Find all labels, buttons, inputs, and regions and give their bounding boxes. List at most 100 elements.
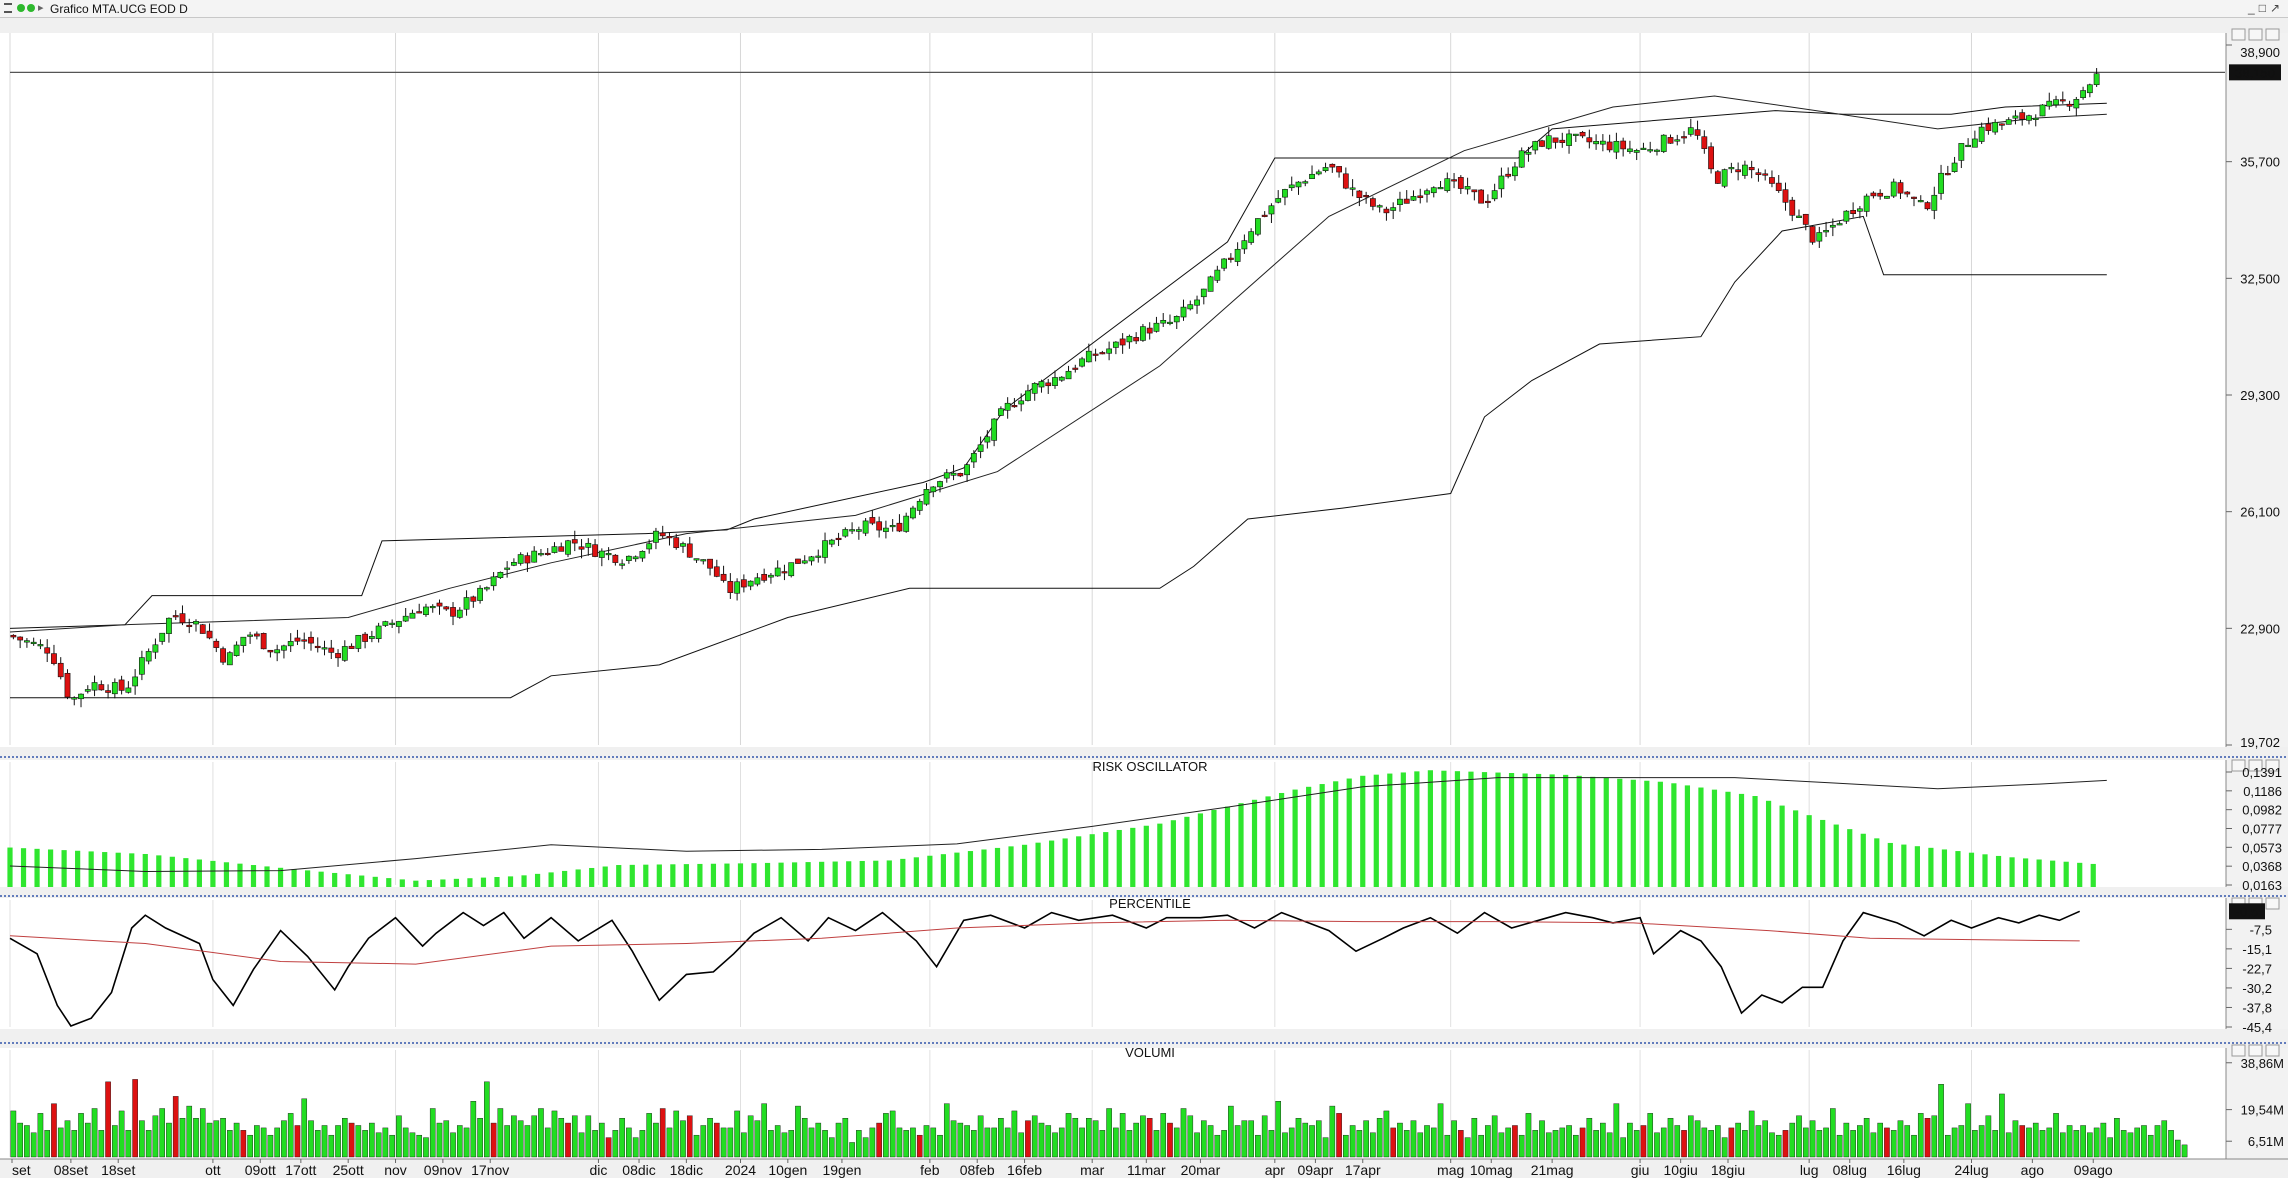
volume-pane-close-button[interactable] — [2265, 1044, 2280, 1057]
volume-bar — [619, 1117, 625, 1158]
risk-pane-close-button[interactable] — [2265, 759, 2280, 772]
risk-oscillator-bar — [1928, 847, 1934, 887]
volume-bar — [1532, 1130, 1539, 1158]
candle-up — [1288, 184, 1295, 189]
volume-bar — [1999, 1093, 2005, 1158]
volume-bar — [1424, 1125, 1430, 1158]
candle-up — [321, 647, 328, 650]
candle-down — [1227, 257, 1234, 260]
candle-up — [1167, 321, 1173, 324]
volume-bar — [1140, 1115, 1146, 1158]
risk-oscillator-bar — [1495, 772, 1501, 887]
volume-bar — [524, 1125, 531, 1158]
candle-up — [510, 562, 517, 566]
volume-bar — [369, 1122, 375, 1158]
window-controls[interactable]: _□↗ — [2248, 1, 2284, 15]
candle-up — [71, 697, 78, 700]
volume-bar — [1437, 1103, 1444, 1158]
volume-bar — [1201, 1120, 1207, 1158]
candle-up — [693, 558, 700, 561]
volume-bar — [37, 1113, 44, 1158]
volume-bar — [267, 1134, 274, 1158]
candle-up — [842, 529, 849, 537]
volume-pane-restore-button[interactable] — [2248, 1044, 2263, 1057]
candle-down — [57, 662, 64, 678]
candle-up — [355, 634, 362, 649]
candle-up — [768, 574, 774, 578]
volume-bar — [2005, 1132, 2012, 1158]
volume-bar — [862, 1137, 869, 1158]
volume-bar — [159, 1108, 165, 1158]
candle-down — [44, 647, 51, 654]
volume-bar — [91, 1108, 98, 1158]
risk-oscillator-bar — [589, 867, 595, 887]
risk-oscillator-bar — [1887, 842, 1893, 887]
risk-oscillator-bar — [2009, 857, 2015, 887]
volume-bar — [1221, 1130, 1227, 1158]
channel-upper-line — [9, 102, 2107, 629]
candle-up — [943, 472, 950, 479]
volume-pane-minimize-button[interactable] — [2231, 1044, 2246, 1057]
percentile-pane-close-button[interactable] — [2265, 897, 2280, 910]
risk-axis-label: 0,1391 — [2242, 765, 2282, 780]
chevron-right-icon[interactable]: ▸ — [38, 2, 44, 14]
risk-oscillator-bar — [521, 875, 527, 887]
risk-oscillator-bar — [7, 847, 13, 887]
candle-up — [2026, 115, 2032, 121]
volume-bar — [1924, 1117, 1931, 1158]
candle-down — [1505, 173, 1512, 177]
risk-oscillator-bar — [2090, 863, 2096, 887]
volume-bar — [409, 1132, 416, 1158]
candle-up — [1437, 187, 1444, 190]
risk-oscillator-bar — [629, 864, 635, 887]
candle-down — [436, 602, 443, 607]
chart-area: 38,900 35,700 32,500 29,300 26,100 22,900 19,7… — [0, 28, 2288, 1178]
volume-bar — [916, 1134, 923, 1158]
volume-bar — [1972, 1130, 1978, 1158]
percentile-axis-label: -15,1 — [2242, 942, 2272, 957]
x-axis-label: 16feb — [1007, 1162, 1042, 1178]
volume-bar — [402, 1127, 409, 1158]
volume-bar — [1498, 1132, 1505, 1158]
candle-up — [1214, 269, 1221, 281]
candle-down — [1484, 200, 1491, 204]
volume-bar — [1485, 1125, 1491, 1158]
volume-bar — [348, 1122, 355, 1158]
risk-oscillator-bar — [318, 871, 324, 887]
risk-oscillator-bar — [1684, 785, 1691, 887]
candle-down — [314, 645, 321, 649]
candle-up — [1742, 164, 1748, 176]
risk-oscillator-bar — [805, 862, 811, 887]
volume-bar — [896, 1127, 903, 1158]
price-pane-restore-button[interactable] — [2248, 28, 2263, 41]
price-pane-close-button[interactable] — [2265, 28, 2280, 41]
volume-bar — [1579, 1127, 1586, 1158]
menu-icon[interactable] — [4, 3, 12, 13]
risk-oscillator-bar — [250, 865, 257, 887]
candle-up — [1106, 348, 1113, 354]
volume-bar — [558, 1117, 565, 1158]
volume-bar — [646, 1113, 652, 1158]
risk-oscillator-bar — [1603, 777, 1609, 887]
volume-bar — [1491, 1115, 1498, 1158]
candle-down — [362, 633, 368, 642]
candle-up — [646, 543, 653, 550]
candle-up — [409, 612, 416, 619]
volume-bar — [429, 1108, 436, 1158]
candle-up — [903, 515, 910, 532]
candle-up — [680, 543, 686, 547]
risk-oscillator-bar — [1238, 803, 1244, 887]
candle-up — [632, 556, 639, 560]
risk-oscillator-bar — [1725, 791, 1731, 887]
window-titlebar: ▸ Grafico MTA.UCG EOD D _□↗ — [0, 0, 2288, 18]
volume-bar — [314, 1130, 321, 1158]
price-pane-minimize-button[interactable] — [2231, 28, 2246, 41]
risk-pane-minimize-button[interactable] — [2231, 759, 2246, 772]
volume-bar — [1444, 1134, 1451, 1158]
volume-bar — [1336, 1113, 1342, 1158]
volume-bar — [937, 1134, 943, 1158]
candle-up — [1282, 189, 1288, 198]
volume-bar — [71, 1130, 78, 1158]
risk-pane-restore-button[interactable] — [2248, 759, 2263, 772]
candle-up — [788, 562, 795, 577]
